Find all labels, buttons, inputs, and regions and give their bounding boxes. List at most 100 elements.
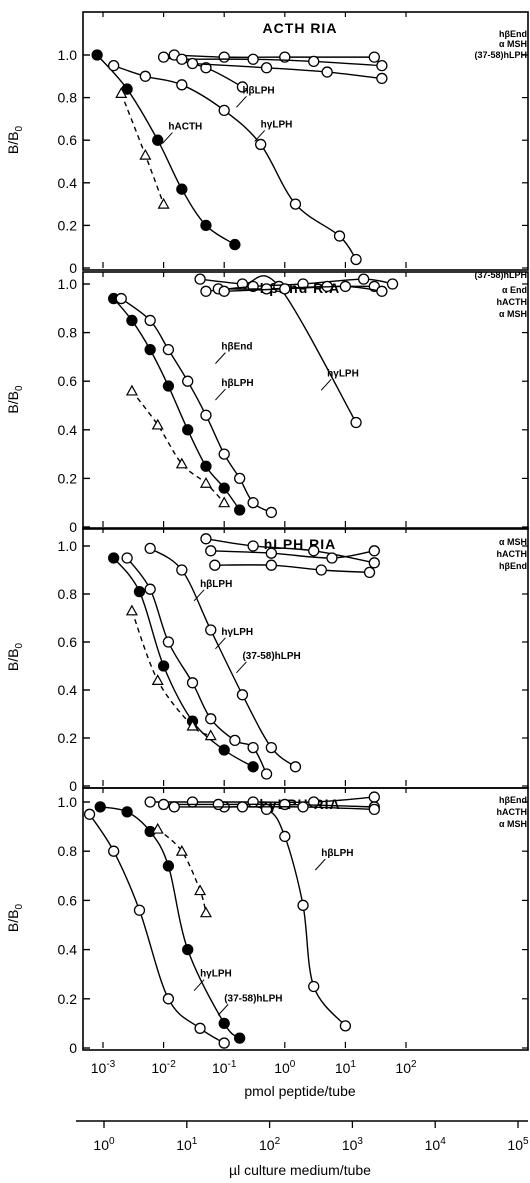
y-tick-label: 0.2 [58,730,78,746]
y-tick-label: 0.2 [58,991,78,1007]
y-tick-label: 0.8 [58,90,78,106]
y-tick-label: 0 [69,1040,77,1056]
data-point [265,741,278,754]
curve-label: hγLPH [327,368,359,379]
y-tick-label: 0.8 [58,325,78,341]
data-point [234,1032,246,1044]
data-point-triangle [125,384,138,396]
curve-label: hβLPH [321,848,353,859]
data-point-triangle [199,477,212,488]
label-pointer [215,352,226,364]
legend-label: (37-58)hLPH [474,270,527,280]
data-point [133,904,146,916]
series-line [181,58,382,67]
legend-label: α MSH [499,309,527,319]
data-point [236,689,249,701]
data-point [279,798,291,811]
series-line [174,54,375,58]
series-line [113,64,357,260]
data-point [108,60,120,72]
secondary-axis-title: µl culture medium/tube [229,1162,371,1178]
data-point [289,198,302,210]
data-point [218,744,230,756]
data-point [194,273,206,285]
data-point [260,803,273,816]
y-tick-label: 0.8 [58,843,78,859]
y-tick-label: 0.6 [58,373,78,389]
data-point [265,559,278,571]
data-point [368,51,380,63]
data-point [182,424,194,436]
data-point [205,713,217,725]
data-point [357,273,370,285]
data-point [247,497,259,509]
series-line [113,298,241,511]
data-point [333,230,346,242]
panel-title: ACTH RIA [263,20,338,36]
label-pointer [236,96,247,108]
data-point [182,375,194,387]
data-point-triangle [125,604,138,616]
label-pointer [320,379,332,391]
series-line [131,390,225,504]
x-tick-label: 10-3 [91,1059,116,1076]
label-pointer [162,132,173,144]
y-axis-label: B/B0 [5,642,25,671]
data-point [176,183,188,195]
series-line [131,610,212,737]
secondary-x-tick-label: 101 [176,1136,198,1153]
panel-frame [82,11,529,271]
data-point-triangle [115,87,128,98]
data-point [376,72,388,85]
series-line [174,806,375,811]
data-point [108,845,120,857]
data-point [368,791,380,803]
series-line [205,538,375,564]
data-point [350,253,362,266]
y-tick-label: 0.4 [58,682,78,698]
data-point [182,943,194,956]
y-tick-label: 0.4 [58,942,78,958]
data-point [229,734,241,747]
data-point-triangle [157,197,170,209]
legend-label: hβEnd [499,561,527,571]
legend-label: hβEnd [499,795,527,805]
label-pointer [215,637,226,650]
data-point [218,285,230,297]
data-point [115,292,127,305]
data-point [139,70,152,82]
data-point [144,583,156,595]
data-point-triangle [139,148,152,160]
data-point [200,285,212,297]
legend-label: hACTH [497,807,528,817]
data-point [339,1020,352,1032]
data-point [162,343,175,356]
data-point [297,899,309,911]
data-point [162,993,175,1005]
label-pointer [193,979,205,991]
data-point [376,285,388,297]
y-tick-label: 0.4 [58,175,78,191]
data-point [229,238,241,251]
series-line [214,564,370,574]
label-pointer [215,388,226,401]
x-tick-label: 10-2 [151,1059,176,1076]
curve-label: hβLPH [200,579,232,590]
label-pointer [254,130,266,142]
data-point [368,803,380,816]
data-point [157,798,170,811]
y-tick-label: 0 [69,260,77,276]
data-point [218,51,230,63]
y-tick-label: 1.0 [58,538,78,554]
data-point [339,280,352,293]
data-point [247,796,259,808]
data-point-triangle [151,674,164,686]
data-point [368,545,380,557]
data-point [297,801,309,813]
data-point [144,542,156,555]
data-point [279,283,291,295]
curve-label: hγLPH [261,119,293,130]
secondary-x-tick-label: 103 [342,1136,364,1153]
data-point-triangle [151,822,164,834]
y-axis-label: B/B0 [5,385,25,414]
